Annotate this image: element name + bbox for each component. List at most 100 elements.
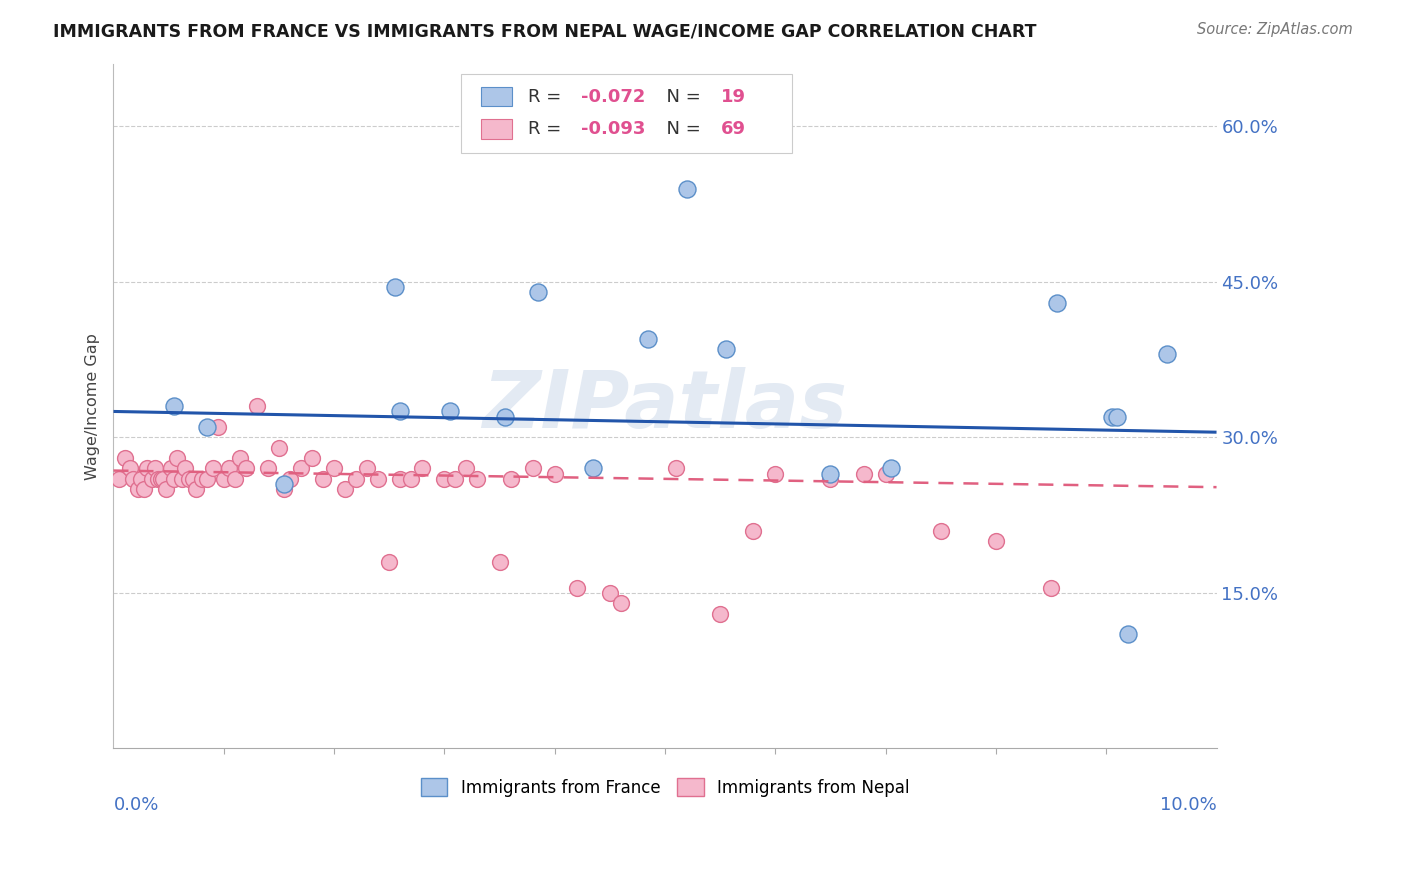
Point (218, 461, 240, 475)
Point (118, 461, 141, 475)
Point (323, 461, 346, 475)
Point (257, 461, 280, 475)
Point (163, 399, 186, 413)
Point (149, 472, 172, 486)
Point (141, 472, 163, 486)
Text: R =: R = (529, 88, 567, 106)
Point (1045, 295, 1067, 310)
Point (1040, 581, 1063, 595)
Point (145, 461, 167, 475)
Point (637, 332, 659, 346)
Point (129, 472, 152, 486)
Point (742, 524, 765, 538)
Point (467, 472, 489, 486)
FancyBboxPatch shape (481, 120, 512, 138)
Point (544, 467, 567, 481)
Point (177, 472, 200, 486)
Y-axis label: Wage/Income Gap: Wage/Income Gap (86, 333, 100, 480)
Point (433, 472, 456, 486)
Point (163, 472, 186, 486)
Point (820, 467, 842, 481)
Point (356, 461, 378, 475)
Text: 0.0%: 0.0% (114, 797, 159, 814)
Point (389, 472, 412, 486)
Point (344, 472, 367, 486)
Point (389, 404, 412, 418)
Point (1116, 627, 1139, 641)
Text: 19: 19 (721, 88, 747, 106)
Text: Source: ZipAtlas.com: Source: ZipAtlas.com (1197, 22, 1353, 37)
Point (522, 461, 544, 475)
Point (565, 581, 588, 595)
Point (378, 555, 401, 569)
Point (488, 555, 510, 569)
Point (114, 451, 136, 466)
Point (852, 467, 875, 481)
Point (267, 441, 290, 455)
Legend: Immigrants from France, Immigrants from Nepal: Immigrants from France, Immigrants from … (412, 770, 918, 805)
Point (929, 524, 952, 538)
Point (384, 280, 406, 294)
Point (527, 285, 550, 300)
Point (1156, 347, 1178, 361)
Point (333, 482, 356, 496)
Text: ZIPatlas: ZIPatlas (482, 368, 848, 445)
Point (763, 467, 786, 481)
Point (246, 399, 269, 413)
Point (439, 404, 461, 418)
Point (610, 596, 633, 610)
Point (273, 477, 295, 491)
Point (676, 181, 699, 195)
Point (170, 472, 193, 486)
Point (186, 482, 208, 496)
Text: -0.093: -0.093 (581, 120, 645, 138)
Point (599, 586, 621, 600)
Point (444, 472, 467, 486)
Text: -0.072: -0.072 (581, 88, 645, 106)
Point (152, 472, 174, 486)
Point (235, 461, 257, 475)
Point (1101, 409, 1123, 424)
Point (160, 461, 183, 475)
Point (714, 343, 737, 357)
Point (820, 472, 842, 486)
Text: R =: R = (529, 120, 567, 138)
Point (127, 482, 149, 496)
Point (401, 472, 423, 486)
Point (155, 482, 177, 496)
Point (146, 472, 169, 486)
Point (456, 461, 478, 475)
Point (875, 467, 897, 481)
Point (582, 461, 605, 475)
FancyBboxPatch shape (461, 74, 792, 153)
Point (494, 409, 516, 424)
FancyBboxPatch shape (481, 87, 512, 106)
Point (195, 472, 218, 486)
Point (134, 482, 156, 496)
Point (880, 461, 903, 475)
Point (181, 472, 204, 486)
Point (301, 451, 323, 466)
Point (984, 534, 1007, 549)
Point (278, 472, 301, 486)
Point (166, 451, 188, 466)
Point (201, 461, 224, 475)
Point (367, 472, 389, 486)
Point (108, 472, 131, 486)
Text: IMMIGRANTS FROM FRANCE VS IMMIGRANTS FROM NEPAL WAGE/INCOME GAP CORRELATION CHAR: IMMIGRANTS FROM FRANCE VS IMMIGRANTS FRO… (53, 22, 1038, 40)
Point (135, 461, 157, 475)
Point (290, 461, 312, 475)
Point (224, 472, 246, 486)
Text: N =: N = (655, 88, 707, 106)
Point (273, 482, 295, 496)
Text: 10.0%: 10.0% (1160, 797, 1216, 814)
Point (312, 472, 335, 486)
Point (411, 461, 433, 475)
Point (665, 461, 688, 475)
Text: 69: 69 (721, 120, 747, 138)
Point (1107, 409, 1129, 424)
Text: N =: N = (655, 120, 707, 138)
Point (190, 472, 212, 486)
Point (499, 472, 522, 486)
Point (207, 420, 229, 434)
